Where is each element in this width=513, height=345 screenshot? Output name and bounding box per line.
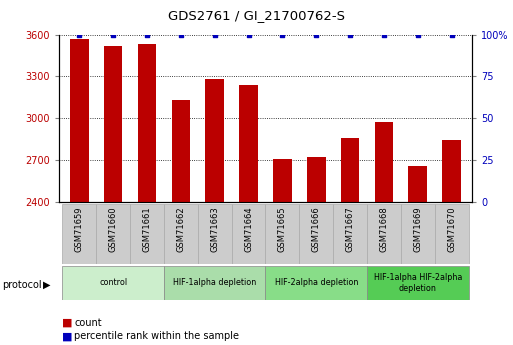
Text: GDS2761 / GI_21700762-S: GDS2761 / GI_21700762-S — [168, 9, 345, 22]
Bar — [299, 204, 333, 264]
Text: GSM71664: GSM71664 — [244, 207, 253, 252]
Text: ■: ■ — [62, 318, 72, 327]
Bar — [164, 204, 198, 264]
Bar — [239, 85, 258, 202]
Point — [312, 32, 320, 37]
Bar — [333, 204, 367, 264]
Bar — [442, 140, 461, 202]
Text: GSM71660: GSM71660 — [109, 207, 117, 252]
Point — [413, 32, 422, 37]
Bar — [232, 204, 266, 264]
Bar — [273, 159, 292, 202]
Bar — [408, 166, 427, 202]
Text: GSM71670: GSM71670 — [447, 207, 456, 252]
Text: GSM71669: GSM71669 — [413, 207, 422, 252]
Bar — [63, 266, 164, 300]
Bar — [130, 204, 164, 264]
Text: GSM71666: GSM71666 — [312, 207, 321, 252]
Bar — [266, 266, 367, 300]
Text: HIF-1alpha HIF-2alpha
depletion: HIF-1alpha HIF-2alpha depletion — [373, 273, 462, 293]
Text: HIF-2alpha depletion: HIF-2alpha depletion — [274, 278, 358, 287]
Text: GSM71662: GSM71662 — [176, 207, 185, 252]
Point — [245, 32, 253, 37]
Bar — [435, 204, 468, 264]
Point — [380, 32, 388, 37]
Point — [278, 32, 286, 37]
Bar — [164, 266, 266, 300]
Point — [143, 32, 151, 37]
Text: GSM71665: GSM71665 — [278, 207, 287, 252]
Text: ▶: ▶ — [44, 280, 51, 289]
Bar — [367, 266, 468, 300]
Bar — [307, 157, 326, 202]
Bar — [63, 204, 96, 264]
Text: control: control — [99, 278, 127, 287]
Text: count: count — [74, 318, 102, 327]
Bar — [367, 204, 401, 264]
Text: HIF-1alpha depletion: HIF-1alpha depletion — [173, 278, 256, 287]
Point — [346, 32, 354, 37]
Text: GSM71663: GSM71663 — [210, 207, 219, 252]
Bar — [401, 204, 435, 264]
Bar — [374, 122, 393, 202]
Bar — [137, 44, 156, 202]
Bar — [341, 138, 360, 202]
Point — [211, 32, 219, 37]
Bar — [266, 204, 299, 264]
Bar — [70, 39, 89, 202]
Bar — [104, 46, 123, 202]
Point — [447, 32, 456, 37]
Text: GSM71661: GSM71661 — [143, 207, 151, 252]
Text: ■: ■ — [62, 332, 72, 341]
Bar — [198, 204, 232, 264]
Text: GSM71668: GSM71668 — [380, 207, 388, 252]
Point — [177, 32, 185, 37]
Point — [109, 32, 117, 37]
Bar — [96, 204, 130, 264]
Bar — [171, 100, 190, 202]
Text: GSM71659: GSM71659 — [75, 207, 84, 252]
Text: GSM71667: GSM71667 — [346, 207, 354, 252]
Bar — [205, 79, 224, 202]
Point — [75, 32, 84, 37]
Text: percentile rank within the sample: percentile rank within the sample — [74, 332, 240, 341]
Text: protocol: protocol — [3, 280, 42, 289]
